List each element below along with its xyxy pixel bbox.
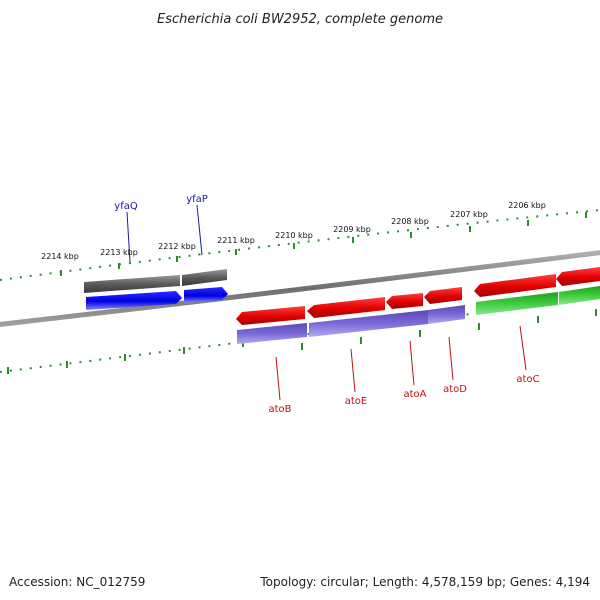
green-feature[interactable] [559,286,600,305]
green-feature[interactable] [476,292,558,315]
purple-feature[interactable] [428,305,465,324]
leader-atoC [519,325,527,371]
red-feature-atoD[interactable] [424,287,462,304]
gene-label-atoA[interactable]: atoA [403,389,426,400]
gene-label-atoE[interactable]: atoE [345,396,368,407]
map-title: Escherichia coli BW2952, complete genome [157,12,443,27]
tick-label: 2210 kbp [275,231,313,240]
gene-label-atoD[interactable]: atoD [443,384,467,395]
tick-label: 2207 kbp [450,210,488,219]
leader-yfaP [196,204,203,256]
gene-labels: yfaQ yfaP atoB atoE atoA atoD atoC [114,194,539,415]
outer-ruler-dots [0,209,600,281]
gray-feature[interactable] [182,269,227,286]
ruler-labels: 2214 kbp 2213 kbp 2212 kbp 2211 kbp 2210… [41,201,546,261]
gray-feature[interactable] [84,275,180,293]
gene-label-yfaP[interactable]: yfaP [186,194,208,205]
genome-summary-text: Topology: circular; Length: 4,578,159 bp… [259,575,590,589]
reverse-strand-features [236,287,465,344]
blue-feature-yfaP[interactable] [184,287,228,303]
purple-feature[interactable] [309,310,428,337]
red-feature-atoA[interactable] [386,293,423,309]
tick-label: 2213 kbp [100,248,138,257]
gene-label-yfaQ[interactable]: yfaQ [114,201,138,212]
label-leaders [126,204,527,401]
red-feature-atoE[interactable] [307,297,385,318]
tick-label: 2211 kbp [217,236,255,245]
tick-label: 2212 kbp [158,242,196,251]
red-feature-atoB[interactable] [236,306,305,325]
red-feature[interactable] [556,267,600,286]
outer-ruler [0,209,600,281]
leader-atoD [448,336,454,381]
tick-label: 2209 kbp [333,225,371,234]
leader-yfaQ [126,211,131,263]
accession-text: Accession: NC_012759 [9,575,145,589]
tick-label: 2206 kbp [508,201,546,210]
leader-atoA [409,340,415,386]
leader-atoB [275,356,281,401]
gene-label-atoC[interactable]: atoC [516,374,539,385]
genome-backbone [0,250,600,327]
leader-atoE [350,348,356,393]
forward-strand-features [84,267,600,315]
purple-feature[interactable] [237,323,307,344]
outer-ruler-major-ticks [60,212,587,276]
gene-label-atoB[interactable]: atoB [268,404,291,415]
red-feature[interactable] [474,274,556,297]
tick-label: 2208 kbp [391,217,429,226]
blue-feature-yfaQ[interactable] [86,291,182,310]
tick-label: 2214 kbp [41,252,79,261]
